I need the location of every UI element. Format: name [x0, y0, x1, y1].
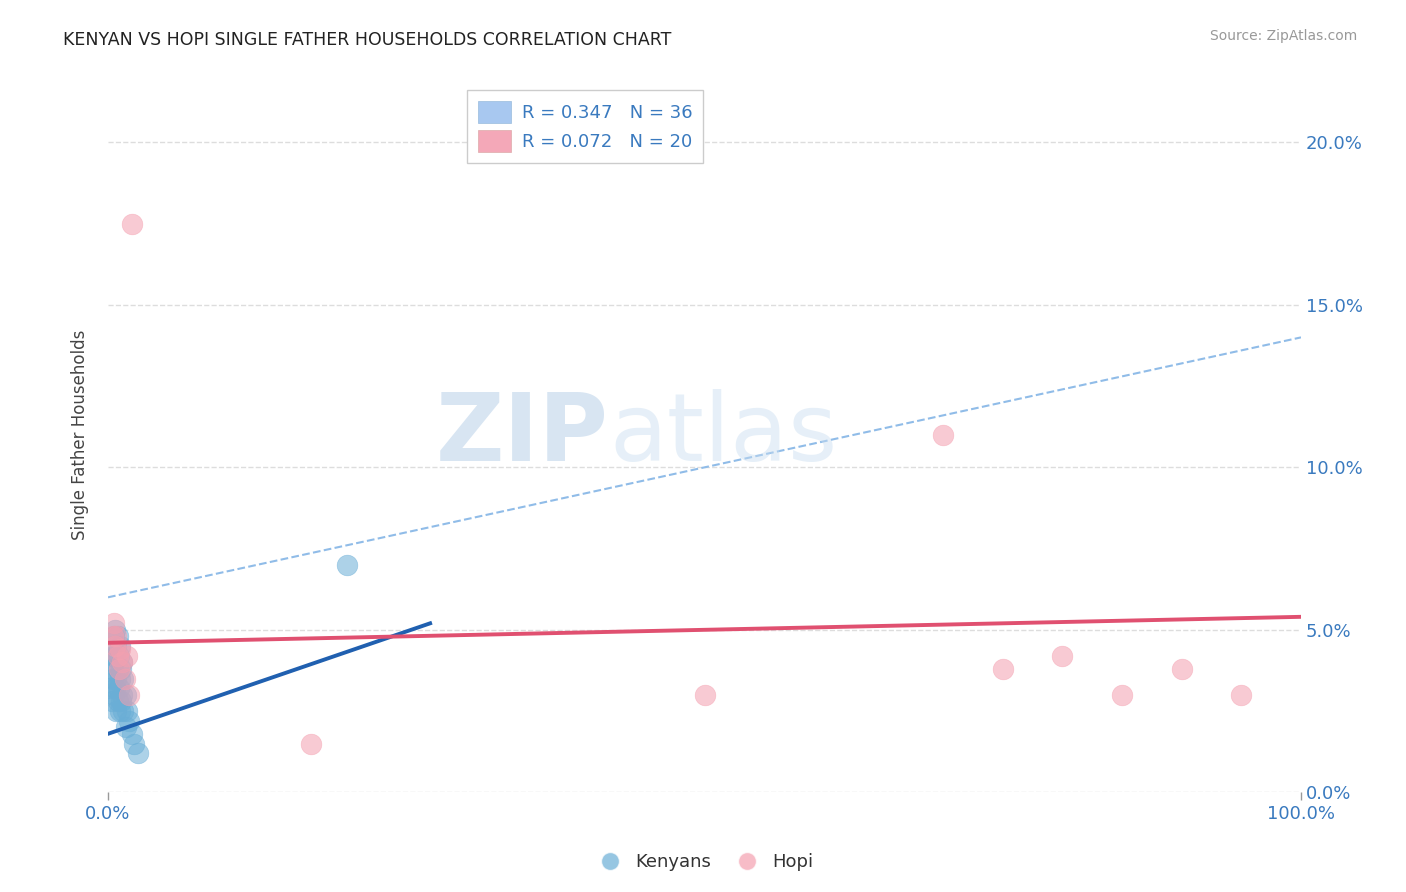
Point — [104, 623, 127, 637]
Point — [107, 662, 129, 676]
Point — [108, 639, 131, 653]
Point — [100, 662, 122, 676]
Point — [693, 688, 716, 702]
Point — [105, 629, 128, 643]
Point — [118, 714, 141, 728]
Point — [108, 672, 131, 686]
Point — [110, 694, 132, 708]
Point — [1170, 662, 1192, 676]
Point — [115, 688, 138, 702]
Point — [101, 629, 124, 643]
Point — [105, 704, 128, 718]
Point — [1230, 688, 1253, 702]
Point — [299, 737, 322, 751]
Point — [115, 648, 138, 663]
Y-axis label: Single Father Households: Single Father Households — [72, 330, 89, 540]
Point — [107, 648, 129, 663]
Text: KENYAN VS HOPI SINGLE FATHER HOUSEHOLDS CORRELATION CHART: KENYAN VS HOPI SINGLE FATHER HOUSEHOLDS … — [63, 31, 672, 49]
Point — [991, 662, 1014, 676]
Point — [112, 704, 135, 718]
Point — [103, 656, 125, 670]
Point — [101, 672, 124, 686]
Point — [114, 672, 136, 686]
Point — [122, 737, 145, 751]
Point — [104, 648, 127, 663]
Point — [104, 681, 127, 696]
Point — [105, 672, 128, 686]
Text: atlas: atlas — [609, 389, 838, 481]
Point — [111, 656, 134, 670]
Point — [103, 688, 125, 702]
Point — [107, 681, 129, 696]
Point — [100, 694, 122, 708]
Legend: Kenyans, Hopi: Kenyans, Hopi — [585, 847, 821, 879]
Point — [115, 704, 138, 718]
Point — [104, 639, 127, 653]
Point — [111, 656, 134, 670]
Point — [107, 694, 129, 708]
Legend: R = 0.347   N = 36, R = 0.072   N = 20: R = 0.347 N = 36, R = 0.072 N = 20 — [467, 90, 703, 163]
Point — [107, 662, 129, 676]
Point — [107, 648, 129, 663]
Point — [127, 746, 149, 760]
Point — [107, 629, 129, 643]
Point — [110, 662, 132, 676]
Point — [108, 642, 131, 657]
Point — [121, 727, 143, 741]
Point — [108, 704, 131, 718]
Point — [932, 428, 955, 442]
Text: ZIP: ZIP — [436, 389, 609, 481]
Point — [336, 558, 359, 572]
Point — [103, 629, 125, 643]
Point — [111, 688, 134, 702]
Point — [101, 648, 124, 663]
Point — [112, 672, 135, 686]
Point — [1052, 648, 1074, 663]
Text: Source: ZipAtlas.com: Source: ZipAtlas.com — [1209, 29, 1357, 43]
Point — [100, 681, 122, 696]
Point — [1111, 688, 1133, 702]
Point — [121, 217, 143, 231]
Point — [103, 616, 125, 631]
Point — [115, 720, 138, 734]
Point — [105, 639, 128, 653]
Point — [118, 688, 141, 702]
